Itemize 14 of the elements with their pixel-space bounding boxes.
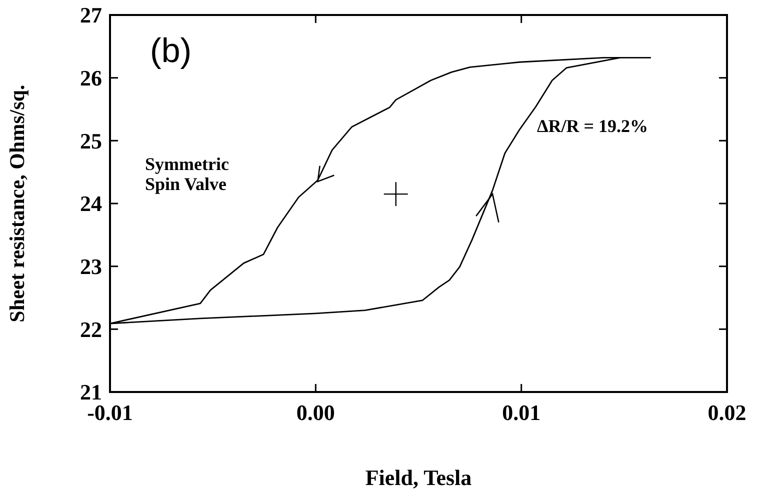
x-tick-label: 0.02 bbox=[708, 400, 746, 425]
y-tick-label: 22 bbox=[80, 316, 102, 342]
y-axis-title: Sheet resistance, Ohms/sq. bbox=[5, 84, 29, 322]
x-axis-title: Field, Tesla bbox=[365, 465, 472, 490]
annotation: (b) bbox=[150, 32, 192, 70]
x-tick-label: 0.00 bbox=[296, 400, 335, 425]
y-tick-label: 27 bbox=[80, 2, 102, 28]
y-tick-label: 24 bbox=[80, 191, 102, 216]
y-tick-label: 23 bbox=[80, 254, 102, 280]
y-tick-label: 26 bbox=[80, 66, 102, 91]
annotation: Symmetric Spin Valve bbox=[145, 154, 229, 194]
y-tick-label: 25 bbox=[80, 128, 102, 154]
x-tick-label: 0.01 bbox=[502, 400, 541, 425]
annotation: ΔR/R = 19.2% bbox=[537, 116, 648, 136]
